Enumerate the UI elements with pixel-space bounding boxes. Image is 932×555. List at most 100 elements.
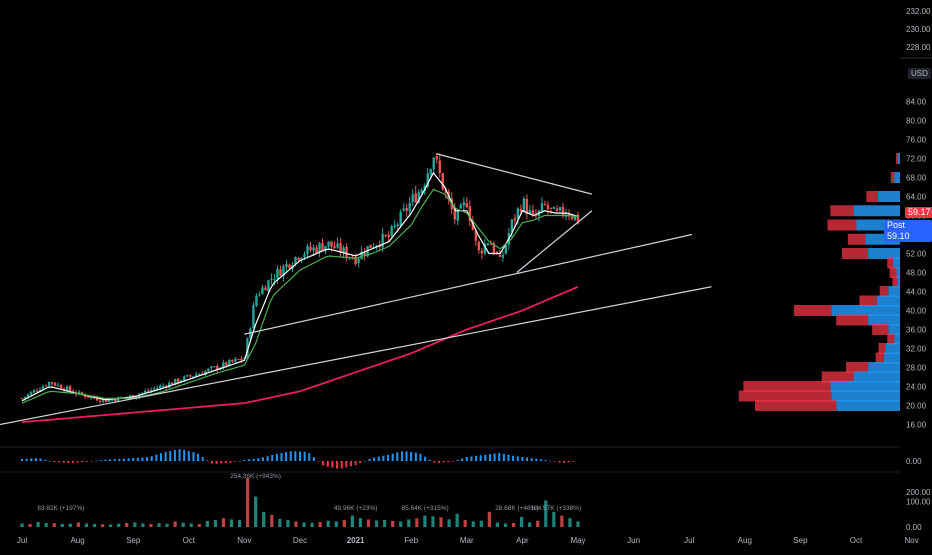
oscillator-bar (95, 460, 98, 462)
candle-up (249, 328, 252, 339)
candle-down (561, 206, 565, 216)
oscillator-bar (146, 457, 149, 461)
candle-up (210, 366, 213, 369)
currency-label: USD (908, 68, 931, 79)
oscillator-bar (479, 455, 482, 461)
candle-up (501, 254, 505, 258)
candle-up (110, 399, 114, 401)
volume-bar (149, 523, 153, 527)
oscillator-bar (187, 451, 190, 461)
volume-bar (503, 523, 508, 527)
price-axis-tick: 48.00 (906, 269, 927, 278)
volume-bar (76, 522, 81, 527)
trendline-support-upper (244, 233, 693, 335)
candle-up (162, 385, 165, 387)
candle-up (213, 366, 216, 368)
candle-up (306, 246, 309, 254)
price-axis-tick: 40.00 (906, 307, 927, 316)
candle-down (177, 378, 180, 383)
moving-averages (21, 171, 579, 423)
oscillator-bar (349, 461, 352, 467)
candle-up (573, 215, 577, 220)
candle-up (294, 257, 297, 265)
price-axis[interactable]: 232.00 230.00 228.00 84.00 80.00 76.00 72.00 68… (900, 7, 932, 430)
oscillator-bar (197, 453, 200, 461)
oscillator-bar (215, 461, 218, 464)
profile-bar-sell (875, 352, 884, 364)
candle-up (462, 202, 465, 206)
candle-up (459, 204, 462, 209)
post-market-tag: Post 59.10 (884, 219, 932, 242)
candle-down (435, 156, 438, 160)
oscillator-bar (21, 459, 23, 461)
profile-bar-sell (859, 295, 877, 307)
candle-down (444, 189, 447, 193)
candle-up (516, 208, 520, 220)
candle-up (246, 338, 249, 359)
oscillator-bar (271, 455, 274, 461)
candle-down (471, 220, 475, 230)
candle-up (101, 399, 105, 402)
time-axis-label: Aug (70, 536, 84, 545)
candle-down (441, 173, 444, 190)
profile-bar-sell (830, 205, 854, 217)
volume-bar (479, 520, 483, 527)
price-axis-tick: 232.00 (906, 7, 931, 16)
oscillator-bar (30, 458, 33, 461)
volume-bar (197, 523, 201, 527)
oscillator-bar (498, 453, 501, 461)
oscillator-bar (71, 461, 74, 463)
volume-bar (447, 519, 451, 527)
profile-bar-sell (866, 191, 878, 202)
profile-bar-sell (847, 233, 866, 245)
candle-up (38, 389, 42, 392)
post-market-label: Post (887, 219, 906, 230)
oscillator-bar (326, 461, 329, 467)
oscillator-bar (243, 460, 246, 461)
volume-bar (391, 520, 395, 527)
profile-bar-sell (878, 343, 886, 354)
candle-up (357, 258, 360, 264)
candle-down (53, 383, 57, 386)
volume-bar (487, 511, 491, 527)
profile-bar-buy (888, 286, 900, 297)
oscillator-bar (58, 461, 61, 463)
candle-down (531, 210, 535, 215)
candle-down (543, 204, 547, 206)
oscillator-bar (109, 459, 112, 461)
oscillator-bar (400, 451, 403, 461)
trendline-triangle-upper (436, 153, 593, 195)
candle-up (390, 226, 393, 236)
candle-down (189, 375, 192, 377)
profile-bar-sell (890, 172, 895, 183)
profile-bar-buy (831, 305, 900, 316)
volume-bar (310, 522, 314, 527)
oscillator-bar (183, 449, 186, 461)
volume-bar (68, 523, 72, 527)
candle-down (98, 400, 102, 402)
time-axis-label: Sep (126, 536, 141, 545)
time-axis[interactable]: Jul Aug Sep Oct Nov Dec 2021 Feb Mar Apr May Jun Jul… (17, 536, 919, 545)
oscillator-bar (428, 459, 431, 461)
oscillator-bar (113, 459, 116, 461)
oscillator-bar (451, 461, 454, 462)
volume-bar (407, 519, 411, 527)
candle-up (540, 203, 544, 211)
volume-bar (133, 522, 137, 527)
volume-bar (536, 520, 540, 527)
oscillator-bar (433, 461, 436, 463)
volume-bar (334, 521, 338, 527)
candle-down (468, 206, 472, 221)
volume-bar (221, 518, 226, 527)
volume-bar (189, 523, 193, 527)
profile-bar-buy (897, 153, 900, 164)
time-axis-label: May (570, 536, 585, 545)
candle-down (465, 203, 468, 208)
oscillator-bar (141, 457, 144, 461)
candle-up (168, 382, 171, 388)
candle-up (285, 263, 288, 267)
volume-bar (374, 520, 379, 527)
oscillator-bar (127, 458, 130, 461)
volume-bar (552, 511, 556, 527)
